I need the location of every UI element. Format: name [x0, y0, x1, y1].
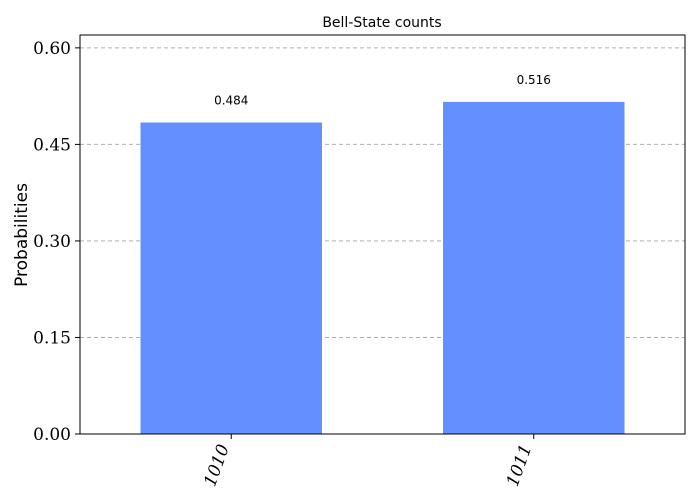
- y-axis-ticks: 0.00 0.15 0.30 0.45 0.60: [33, 39, 80, 445]
- x-axis-ticks: 1010 1011: [200, 434, 536, 489]
- data-label-1011: 0.516: [517, 73, 551, 87]
- bars: [140, 101, 625, 435]
- x-tick-label-1011: 1011: [503, 442, 537, 489]
- data-labels: 0.484 0.516: [214, 73, 551, 108]
- data-label-1010: 0.484: [214, 94, 248, 108]
- y-tick-label: 0.30: [33, 232, 71, 252]
- y-axis-label: Probabilities: [12, 183, 32, 287]
- bar-1010: [140, 122, 322, 434]
- y-tick-label: 0.00: [33, 425, 71, 445]
- y-tick-label: 0.60: [33, 39, 71, 59]
- plot-frame: [79, 34, 686, 435]
- chart-title: Bell-State counts: [322, 15, 441, 31]
- x-tick-label-1010: 1010: [200, 442, 234, 490]
- bar-1011: [443, 101, 625, 435]
- y-tick-label: 0.15: [33, 328, 71, 348]
- y-tick-label: 0.45: [33, 135, 71, 155]
